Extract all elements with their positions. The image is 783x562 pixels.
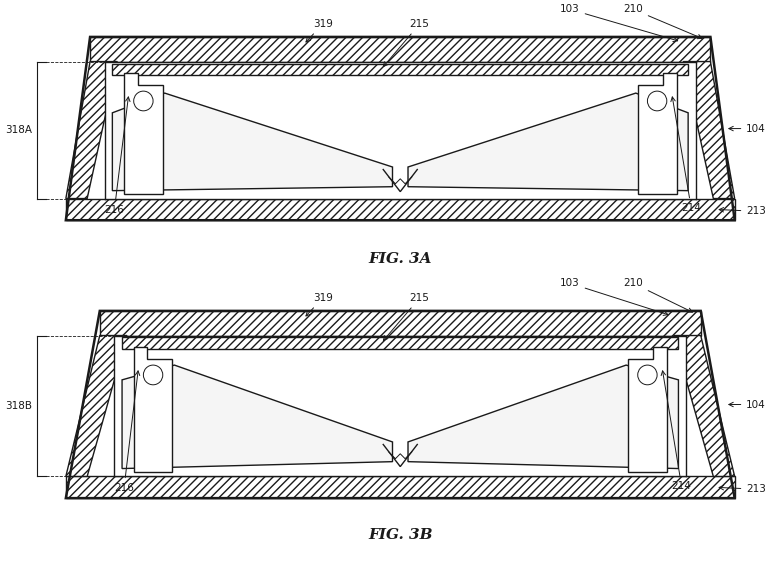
- Polygon shape: [124, 74, 163, 194]
- Text: 210: 210: [623, 278, 692, 312]
- Polygon shape: [122, 338, 678, 350]
- Polygon shape: [66, 477, 734, 498]
- Polygon shape: [105, 62, 696, 198]
- Text: 103: 103: [560, 4, 677, 42]
- Text: 210: 210: [623, 4, 702, 39]
- Polygon shape: [113, 93, 392, 191]
- Polygon shape: [114, 336, 686, 477]
- Text: 103: 103: [560, 278, 668, 315]
- Polygon shape: [637, 74, 677, 194]
- Text: 216: 216: [104, 97, 130, 215]
- Polygon shape: [628, 347, 667, 472]
- Text: FIG. 3A: FIG. 3A: [369, 252, 432, 266]
- Text: 318B: 318B: [5, 401, 32, 411]
- Text: FIG. 3B: FIG. 3B: [368, 528, 432, 542]
- Text: 216: 216: [114, 371, 139, 493]
- Text: 214: 214: [671, 97, 702, 214]
- Polygon shape: [66, 62, 117, 198]
- Polygon shape: [134, 347, 172, 472]
- Text: 104: 104: [729, 400, 766, 410]
- Text: 104: 104: [729, 124, 766, 134]
- Text: 215: 215: [384, 293, 430, 341]
- Polygon shape: [90, 37, 710, 62]
- Text: 318A: 318A: [5, 125, 32, 135]
- Text: 213: 213: [719, 206, 767, 216]
- Text: 319: 319: [306, 19, 333, 42]
- Circle shape: [143, 365, 163, 385]
- Polygon shape: [408, 93, 688, 191]
- Text: 319: 319: [306, 293, 333, 316]
- Circle shape: [134, 91, 153, 111]
- Polygon shape: [673, 336, 734, 477]
- Polygon shape: [99, 311, 701, 336]
- Text: 214: 214: [661, 371, 691, 491]
- Circle shape: [637, 365, 657, 385]
- Text: 213: 213: [719, 484, 767, 494]
- Polygon shape: [66, 198, 734, 220]
- Polygon shape: [122, 365, 392, 469]
- Polygon shape: [408, 365, 678, 469]
- Polygon shape: [684, 62, 734, 198]
- Text: 215: 215: [384, 19, 430, 66]
- Polygon shape: [66, 336, 127, 477]
- Circle shape: [648, 91, 667, 111]
- Polygon shape: [113, 64, 688, 75]
